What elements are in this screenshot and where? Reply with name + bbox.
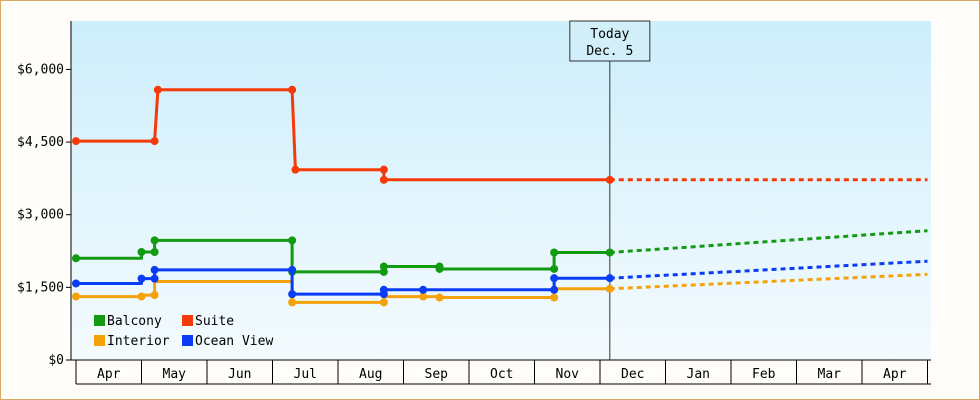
data-point-suite	[72, 137, 80, 146]
data-point-interior	[72, 292, 80, 301]
month-label: Jul	[294, 367, 317, 382]
today-date: Dec. 5	[586, 44, 633, 59]
data-point-suite	[379, 165, 388, 174]
data-point-interior	[605, 284, 614, 293]
data-point-suite	[605, 175, 614, 184]
month-label: Oct	[490, 367, 513, 382]
data-point-balcony	[288, 236, 297, 245]
data-point-ocean-view	[288, 290, 297, 299]
data-point-interior	[435, 293, 444, 302]
legend-label-balcony: Balcony	[107, 314, 162, 329]
today-label: Today	[590, 27, 629, 42]
data-point-balcony	[72, 254, 80, 263]
data-point-balcony	[435, 264, 444, 273]
data-point-ocean-view	[605, 274, 614, 283]
data-point-ocean-view	[379, 285, 388, 294]
data-point-interior	[137, 292, 146, 301]
legend-swatch-suite	[182, 315, 193, 326]
legend: Balcony Suite Interior Ocean View	[94, 314, 273, 349]
data-point-ocean-view	[550, 285, 559, 294]
month-label: Jun	[228, 367, 251, 382]
data-point-balcony	[379, 262, 388, 271]
y-tick-label: $3,000	[17, 208, 64, 223]
x-axis: Apr May Jun Jul Aug Sep Oct Nov Dec Jan Feb Mar Apr	[71, 359, 931, 385]
data-point-suite	[153, 85, 162, 94]
legend-swatch-ocean-view	[182, 335, 193, 346]
month-label: Dec	[621, 367, 644, 382]
data-point-interior	[550, 293, 559, 302]
data-point-ocean-view	[419, 285, 428, 294]
series-projection-balcony	[609, 229, 928, 254]
today-marker: Today Dec. 5	[569, 20, 651, 360]
data-point-interior	[288, 298, 297, 307]
data-point-balcony	[605, 248, 614, 257]
legend-swatch-balcony	[94, 315, 105, 326]
data-point-interior	[419, 292, 428, 301]
data-point-ocean-view	[150, 265, 159, 274]
data-point-balcony	[550, 248, 559, 257]
data-point-suite	[150, 137, 159, 146]
data-point-balcony	[150, 236, 159, 245]
data-point-suite	[379, 175, 388, 184]
legend-swatch-interior	[94, 335, 105, 346]
series-lines	[72, 85, 928, 307]
data-point-balcony	[550, 264, 559, 273]
month-label: Jan	[687, 367, 710, 382]
y-axis: $0 $1,500 $3,000 $4,500 $6,000	[17, 21, 72, 368]
legend-label-suite: Suite	[195, 314, 234, 329]
data-point-ocean-view	[72, 279, 80, 288]
data-point-interior	[379, 298, 388, 307]
month-label: Sep	[425, 367, 449, 382]
legend-label-ocean-view: Ocean View	[195, 334, 273, 349]
month-label: Feb	[752, 367, 776, 382]
data-point-ocean-view	[137, 274, 146, 283]
y-tick-label: $0	[48, 353, 64, 368]
series-projection-interior	[609, 272, 928, 291]
y-tick-label: $4,500	[17, 135, 64, 150]
plot-area	[71, 21, 931, 360]
y-tick-label: $6,000	[17, 62, 64, 77]
month-label: Aug	[359, 367, 382, 382]
series-projection-ocean-view	[609, 259, 928, 280]
month-label: Apr	[97, 367, 121, 382]
today-box	[569, 20, 651, 62]
data-point-interior	[150, 291, 159, 300]
month-label: May	[163, 367, 187, 382]
data-point-ocean-view	[150, 274, 159, 283]
data-point-suite	[291, 165, 300, 174]
data-point-ocean-view	[288, 265, 297, 274]
data-point-suite	[288, 85, 297, 94]
month-label: Mar	[818, 367, 842, 382]
y-tick-label: $1,500	[17, 280, 64, 295]
month-label: Apr	[883, 367, 907, 382]
legend-label-interior: Interior	[107, 334, 170, 349]
month-label: Nov	[556, 367, 580, 382]
data-point-balcony	[150, 248, 159, 257]
data-point-balcony	[137, 248, 146, 257]
data-point-ocean-view	[550, 274, 559, 283]
